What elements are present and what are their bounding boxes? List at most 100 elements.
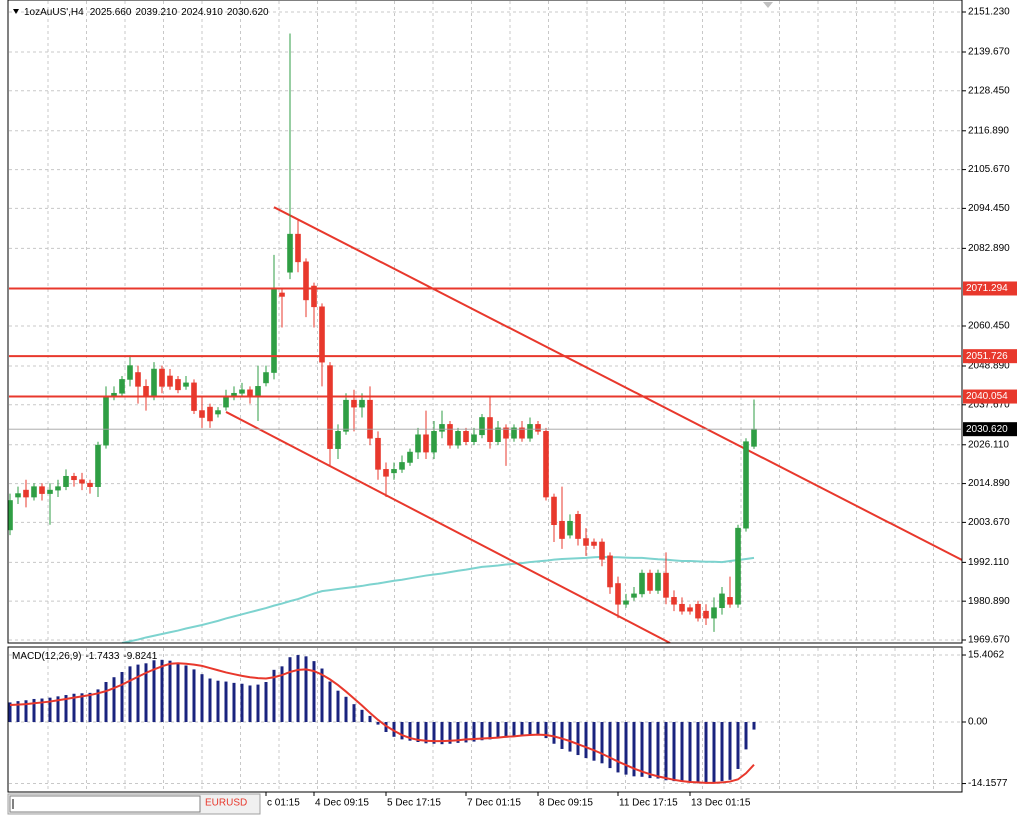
macd-bar — [432, 722, 436, 744]
macd-bar — [400, 722, 404, 740]
candle-body — [87, 482, 93, 487]
candle-body — [207, 406, 213, 422]
macd-bar — [584, 722, 588, 759]
y-tick-label: 2116.890 — [968, 125, 1009, 136]
candle-body — [455, 431, 461, 446]
candle-body — [511, 427, 517, 439]
candle-body — [623, 600, 629, 605]
macd-bar — [184, 665, 188, 722]
macd-bar — [336, 690, 340, 722]
macd-bar — [160, 659, 164, 722]
candle-body — [119, 379, 125, 394]
macd-bar — [112, 677, 116, 722]
macd-bar — [704, 722, 708, 784]
candle-body — [567, 520, 573, 536]
candle-body — [487, 417, 493, 442]
level-label: 2040.054 — [966, 391, 1008, 402]
level-label-box — [963, 349, 1017, 364]
level-label: 2051.726 — [966, 351, 1008, 362]
candle-body — [679, 603, 685, 612]
candle-body — [135, 372, 141, 387]
macd-bar — [312, 661, 316, 722]
macd-title: MACD(12,26,9) — [12, 651, 81, 662]
price-plot — [8, 11, 962, 643]
candle-body — [479, 417, 485, 436]
plot-layer: 2151.230 2139.670 2128.450 2116.890 2105.670… — [8, 7, 1017, 809]
macd-bar — [352, 704, 356, 722]
macd-bar — [72, 693, 76, 722]
candle-body — [647, 572, 653, 591]
shift-marker[interactable] — [763, 2, 773, 8]
macd-bar — [440, 722, 444, 745]
macd-bar — [664, 722, 668, 781]
menu-triangle[interactable] — [13, 9, 19, 14]
chart-header: 1ozAuUS',H4 2025.660 2039.210 2024.910 2030.… — [24, 7, 269, 18]
macd-bar — [144, 663, 148, 722]
macd-bar — [712, 722, 716, 783]
macd-bar — [720, 722, 724, 782]
candle-body — [551, 496, 557, 526]
macd-bar — [136, 664, 140, 722]
macd-bar — [472, 722, 476, 742]
macd-bar — [744, 722, 748, 750]
macd-bar — [648, 722, 652, 779]
candle-body — [399, 462, 405, 470]
candle-body — [311, 285, 317, 308]
macd-bar — [600, 722, 604, 764]
macd-bar — [304, 656, 308, 722]
candle-body — [375, 437, 381, 470]
macd-bar — [24, 700, 28, 722]
macd-bar — [624, 722, 628, 775]
macd-bar — [448, 722, 452, 744]
candle-body — [615, 583, 621, 605]
candle-body — [743, 441, 749, 529]
candle-body — [423, 434, 429, 453]
y-tick-label: 15.4062 — [968, 650, 1005, 661]
macd-bar — [560, 722, 564, 749]
macd-bar — [736, 722, 740, 769]
candle-body — [79, 479, 85, 484]
macd-bar — [256, 684, 260, 722]
candle-body — [503, 427, 509, 439]
macd-bar — [408, 722, 412, 741]
candle-body — [303, 261, 309, 301]
macd-bar — [64, 695, 68, 722]
y-tick-label: 2014.890 — [968, 478, 1010, 489]
candle-body — [735, 527, 741, 605]
candle-body — [223, 396, 229, 408]
candle-body — [327, 365, 333, 449]
candle-body — [151, 368, 157, 398]
signal-line — [9, 662, 755, 784]
candle-body — [415, 434, 421, 453]
x-tick-label: c 01:15 — [267, 798, 300, 809]
y-tick-label: 1980.890 — [968, 596, 1010, 607]
candle-body — [383, 469, 389, 477]
candle-body — [631, 593, 637, 598]
candle-body — [447, 424, 453, 446]
macd-bar — [752, 722, 756, 730]
candle-body — [143, 386, 149, 398]
command-input[interactable] — [9, 795, 201, 813]
x-tick-label: 11 Dec 17:15 — [619, 798, 678, 809]
candle-body — [351, 399, 357, 408]
candle-body — [471, 434, 477, 442]
macd-bar — [696, 722, 700, 784]
candle-body — [663, 572, 669, 598]
macd-bar — [56, 696, 60, 722]
macd-bar — [392, 722, 396, 737]
macd-bar — [128, 666, 132, 722]
macd-value: -1.7433 — [85, 651, 119, 662]
candle-body — [727, 597, 733, 605]
level-label-box — [963, 389, 1017, 404]
macd-bar — [16, 701, 20, 722]
macd-bar — [504, 722, 508, 738]
candle-body — [215, 410, 221, 415]
y-tick-label: 2037.670 — [968, 399, 1010, 410]
macd-bar — [632, 722, 636, 777]
symbol-tab[interactable]: EURUSD — [205, 798, 247, 809]
candle-body — [103, 396, 109, 446]
high-label: 2039.210 — [135, 7, 177, 18]
macd-bar — [88, 692, 92, 722]
y-tick-label: 0.00 — [968, 717, 988, 728]
y-tick-label: 2003.670 — [968, 517, 1010, 528]
